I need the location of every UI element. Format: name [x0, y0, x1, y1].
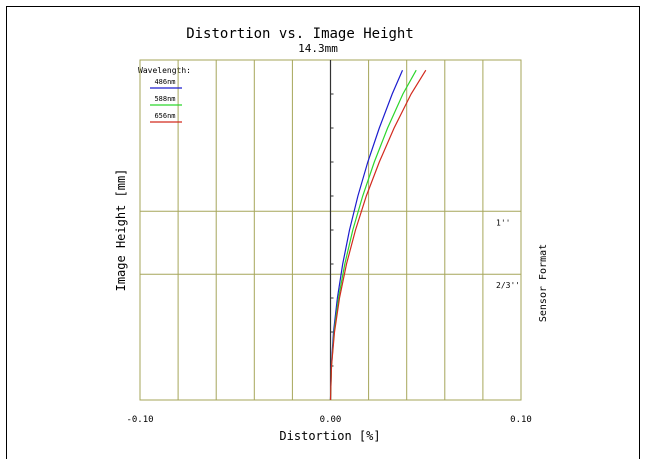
chart-title: Distortion vs. Image Height: [186, 26, 414, 42]
sensor-format-label: Sensor Format: [538, 244, 549, 322]
legend-entry-label: 588nm: [154, 95, 175, 103]
legend-entry-label: 656nm: [154, 112, 175, 120]
x-axis-label: Distortion [%]: [279, 429, 380, 443]
plot-area: [139, 59, 522, 401]
x-tick-label: 0.00: [320, 415, 342, 425]
y-axis-label: Image Height [mm]: [114, 169, 128, 292]
sensor-format-tick-label: 1'': [496, 218, 510, 227]
chart-marks: 1'' 2/3'' -0.10 0.00 0.10 486nm 588nm 656nm: [126, 69, 532, 425]
legend-title: Wavelength:: [138, 66, 191, 75]
x-tick-label: -0.10: [126, 415, 153, 425]
legend-entry-label: 486nm: [154, 78, 175, 86]
series-line-588nm: [329, 69, 417, 401]
series-line-656nm: [329, 69, 427, 401]
chart-frame: [6, 6, 640, 459]
sensor-format-tick-label: 2/3'': [496, 281, 520, 290]
chart-subtitle: 14.3mm: [298, 42, 338, 55]
x-tick-label: 0.10: [510, 415, 532, 425]
